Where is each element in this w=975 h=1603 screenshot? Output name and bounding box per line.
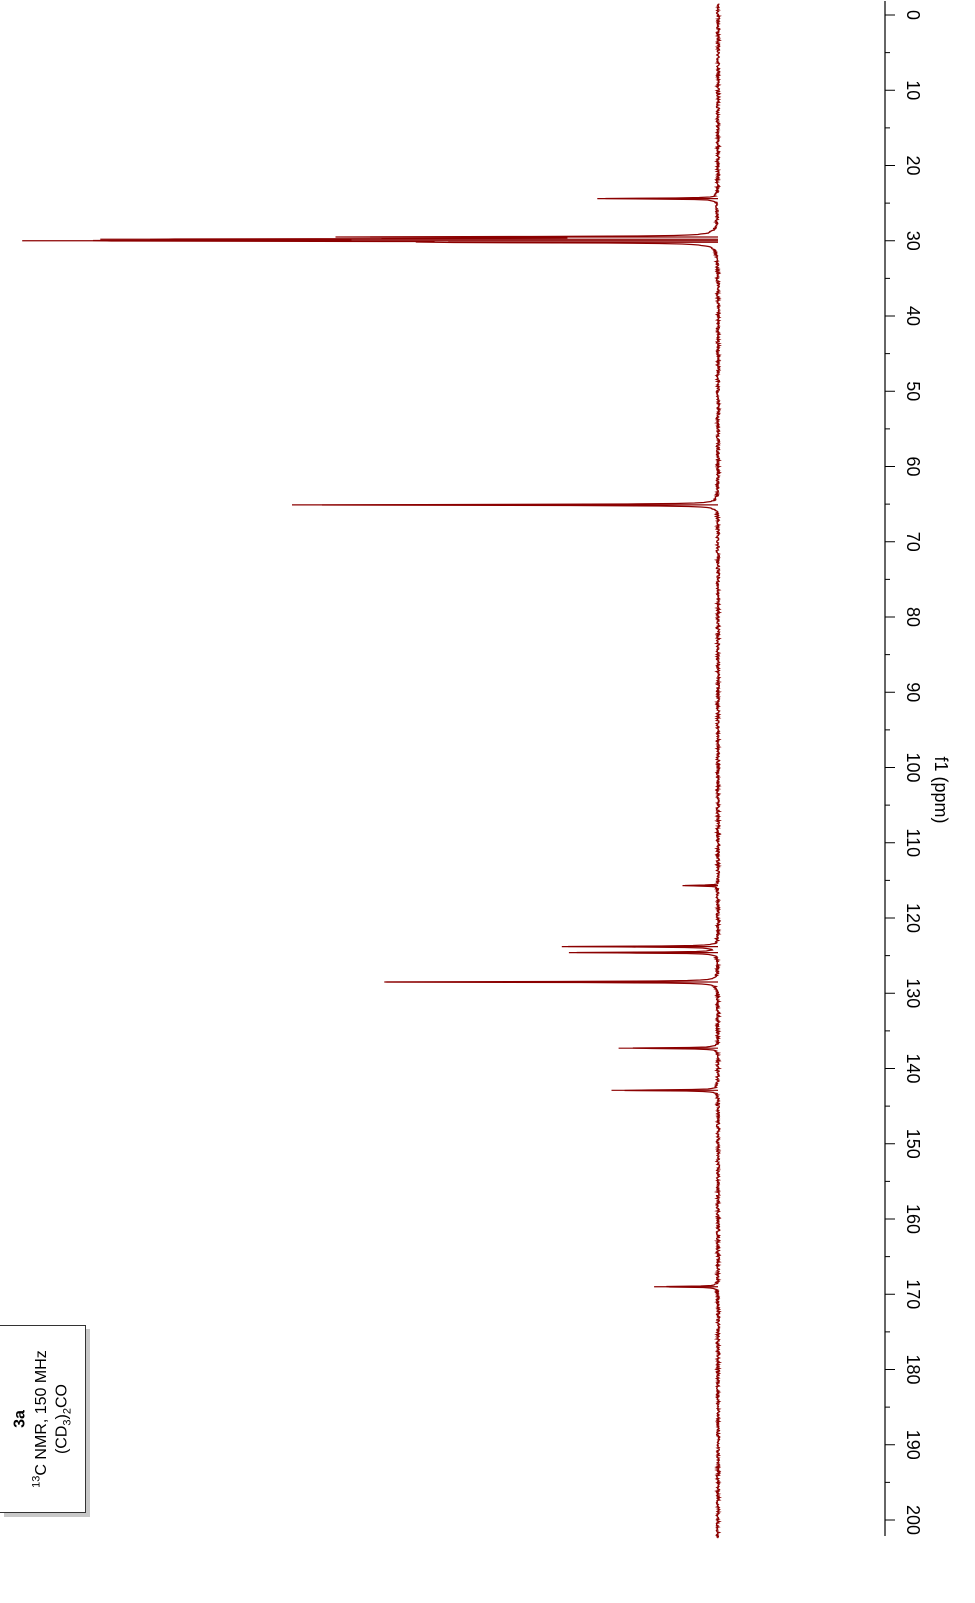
ppm-tick-labels: 0 10 20 30 40 50 60 70 80 90 100 110 120 130 140 150 160… bbox=[903, 10, 923, 1535]
sample-info-box: 3a 13C NMR, 150 MHz (CD3)2CO bbox=[0, 1325, 86, 1513]
tick-label: 40 bbox=[903, 306, 923, 326]
solvent-sub1: 3 bbox=[61, 1419, 74, 1426]
tick-label: 80 bbox=[903, 607, 923, 627]
solvent-mid: ) bbox=[53, 1414, 71, 1420]
tick-label: 70 bbox=[903, 532, 923, 552]
tick-label: 130 bbox=[903, 978, 923, 1008]
tick-label: 180 bbox=[903, 1354, 923, 1384]
tick-label: 150 bbox=[903, 1129, 923, 1159]
tick-label: 120 bbox=[903, 903, 923, 933]
ppm-axis bbox=[884, 1, 895, 1536]
nmr-experiment-label: 13C NMR, 150 MHz bbox=[31, 1350, 52, 1488]
nmr-experiment-text: C NMR, 150 MHz bbox=[33, 1350, 51, 1476]
tick-label: 10 bbox=[903, 80, 923, 100]
peak-markers bbox=[22, 198, 718, 1288]
solvent-post: CO bbox=[53, 1384, 71, 1408]
tick-label: 140 bbox=[903, 1053, 923, 1083]
sample-info-text: 3a 13C NMR, 150 MHz (CD3)2CO bbox=[1, 1326, 86, 1512]
tick-label: 90 bbox=[903, 682, 923, 702]
isotope-superscript: 13 bbox=[30, 1475, 43, 1488]
tick-label: 110 bbox=[903, 828, 923, 857]
tick-label: 20 bbox=[903, 155, 923, 175]
solvent-label: (CD3)2CO bbox=[52, 1384, 75, 1454]
compound-label: 3a bbox=[11, 1410, 29, 1428]
tick-label: 190 bbox=[903, 1430, 923, 1460]
tick-label: 60 bbox=[903, 456, 923, 476]
axis-title: f1 (ppm) bbox=[931, 756, 951, 823]
tick-label: 50 bbox=[903, 381, 923, 401]
tick-label: 200 bbox=[903, 1505, 923, 1535]
spectrum-line bbox=[93, 3, 723, 1539]
tick-label: 0 bbox=[903, 10, 923, 20]
solvent-sub2: 2 bbox=[61, 1408, 74, 1415]
tick-label: 30 bbox=[903, 231, 923, 251]
solvent-pre: (CD bbox=[53, 1425, 71, 1455]
tick-label: 100 bbox=[903, 752, 923, 782]
tick-label: 160 bbox=[903, 1204, 923, 1234]
tick-label: 170 bbox=[903, 1279, 923, 1309]
